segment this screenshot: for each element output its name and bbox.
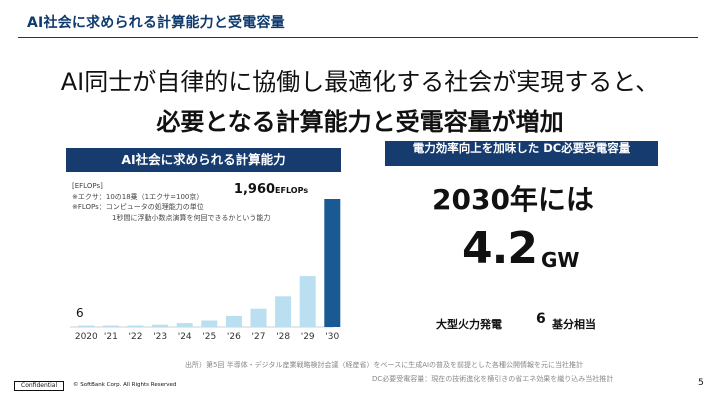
chart-notes: [EFLOPs] ※エクサ：10の18乗（1エクサ=100京） ※FLOPs：コ… (72, 181, 270, 223)
bar-10 (324, 199, 341, 327)
copyright: © SoftBank Corp. All Rights Reserved (73, 382, 177, 388)
note-flops-detail: 1秒間に浮動小数点演算を何回できるかという能力 (112, 213, 271, 222)
last-value-unit: EFLOPs (275, 186, 308, 195)
equivalent-suffix: 基分相当 (552, 318, 596, 331)
bar-1 (102, 325, 119, 327)
bar-3 (152, 324, 169, 327)
bar-5 (201, 320, 218, 327)
bar-4 (176, 323, 193, 327)
compute-bar-chart: 2020 '21 '22 '23 '24 '25 '26 '27 '28 '29 '30 6 1,9… (70, 182, 341, 342)
source-note: 出所）第5回 半導体・デジタル産業戦略検討会議（経産省）をベースに生成AIの普及… (185, 361, 584, 369)
unit-label: [EFLOPs] (72, 182, 103, 190)
title-divider (18, 37, 698, 38)
tick-label-0: 2020 (75, 332, 98, 342)
page-number: 5 (698, 378, 704, 388)
tick-label-9: '29 (301, 332, 315, 342)
tick-label-8: '28 (276, 332, 290, 342)
bar-0 (78, 325, 95, 327)
power-banner: 電力効率向上を加味した DC必要受電容量 (385, 141, 658, 166)
bar-8 (275, 296, 292, 327)
tick-label-7: '27 (252, 332, 266, 342)
tick-label-10: '30 (325, 332, 339, 342)
headline-line-1: AI同士が自律的に協働し最適化する社会が実現すると、 (60, 68, 660, 96)
headline-line-2: 必要となる計算能力と受電容量が増加 (156, 108, 564, 136)
compute-banner: AI社会に求められる計算能力 (66, 148, 341, 172)
tick-label-5: '25 (202, 332, 216, 342)
bar-6 (225, 315, 242, 327)
slide-title: AI社会に求められる計算能力と受電容量 (27, 15, 285, 31)
note-exa: ※エクサ：10の18乗（1エクサ=100京） (72, 192, 204, 201)
tick-label-group: 2020 '21 '22 '23 '24 '25 '26 '27 '28 '29 '30 (75, 332, 340, 342)
confidential-badge: Confidential (14, 381, 65, 391)
last-value-number: 1,960EFLOPs (234, 182, 308, 197)
bar-2 (127, 325, 144, 327)
tick-label-6: '26 (227, 332, 241, 342)
first-value-label: 6 (76, 306, 84, 320)
equivalent-prefix: 大型火力発電 (436, 318, 502, 331)
bar-9 (299, 276, 316, 327)
power-unit: GW (541, 248, 580, 272)
estimate-note: DC必要受電容量：現在の技術進化を横引きの省エネ効果を織り込み当社推計 (372, 375, 614, 383)
tick-label-4: '24 (178, 332, 192, 342)
tick-label-1: '21 (104, 332, 118, 342)
bar-7 (250, 308, 267, 327)
power-value: 4.2 (462, 223, 538, 274)
note-flops: ※FLOPs：コンピュータの処理能力の単位 (72, 203, 204, 211)
tick-label-3: '23 (153, 332, 167, 342)
equivalent-count: 6 (536, 311, 546, 327)
tick-label-2: '22 (129, 332, 143, 342)
bar-group (78, 199, 341, 327)
target-year: 2030年には (432, 183, 594, 216)
